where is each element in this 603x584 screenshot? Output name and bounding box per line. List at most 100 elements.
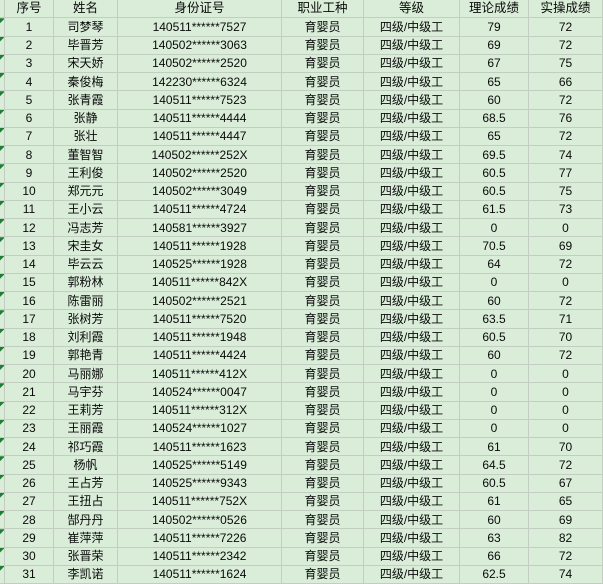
cell-name[interactable]: 王丽霞 xyxy=(54,419,118,438)
cell-theory-score[interactable]: 0 xyxy=(460,419,529,438)
cell-level[interactable]: 四级/中级工 xyxy=(364,18,460,37)
cell-id-number[interactable]: 140511******7523 xyxy=(118,91,282,110)
cell-level[interactable]: 四级/中级工 xyxy=(364,273,460,292)
cell-practical-score[interactable]: 0 xyxy=(529,365,603,384)
cell-occupation[interactable]: 育婴员 xyxy=(282,365,364,384)
cell-theory-score[interactable]: 68.5 xyxy=(460,109,529,128)
cell-level[interactable]: 四级/中级工 xyxy=(364,474,460,493)
cell-theory-score[interactable]: 65 xyxy=(460,127,529,146)
cell-practical-score[interactable]: 65 xyxy=(529,492,603,511)
cell-name[interactable]: 宋天娇 xyxy=(54,54,118,73)
cell-occupation[interactable]: 育婴员 xyxy=(282,36,364,55)
cell-theory-score[interactable]: 61.5 xyxy=(460,200,529,219)
cell-name[interactable]: 秦俊梅 xyxy=(54,73,118,92)
cell-level[interactable]: 四级/中级工 xyxy=(364,456,460,475)
cell-practical-score[interactable]: 67 xyxy=(529,474,603,493)
cell-occupation[interactable]: 育婴员 xyxy=(282,456,364,475)
column-header-id-number[interactable]: 身份证号 xyxy=(118,0,282,19)
cell-name[interactable]: 刘利霞 xyxy=(54,328,118,347)
cell-theory-score[interactable]: 64 xyxy=(460,255,529,274)
cell-id-number[interactable]: 140511******752X xyxy=(118,492,282,511)
cell-practical-score[interactable]: 72 xyxy=(529,547,603,566)
cell-name[interactable]: 郭粉林 xyxy=(54,273,118,292)
cell-practical-score[interactable]: 0 xyxy=(529,383,603,402)
cell-serial[interactable]: 20 xyxy=(5,365,54,384)
cell-id-number[interactable]: 140511******7520 xyxy=(118,310,282,329)
cell-id-number[interactable]: 140502******2520 xyxy=(118,54,282,73)
cell-occupation[interactable]: 育婴员 xyxy=(282,383,364,402)
cell-level[interactable]: 四级/中级工 xyxy=(364,255,460,274)
cell-name[interactable]: 杨帆 xyxy=(54,456,118,475)
cell-theory-score[interactable]: 60.5 xyxy=(460,182,529,201)
cell-name[interactable]: 司梦琴 xyxy=(54,18,118,37)
cell-level[interactable]: 四级/中级工 xyxy=(364,565,460,584)
cell-occupation[interactable]: 育婴员 xyxy=(282,18,364,37)
cell-id-number[interactable]: 140524******0047 xyxy=(118,383,282,402)
cell-occupation[interactable]: 育婴员 xyxy=(282,164,364,183)
cell-level[interactable]: 四级/中级工 xyxy=(364,346,460,365)
cell-id-number[interactable]: 140525******5149 xyxy=(118,456,282,475)
cell-serial[interactable]: 29 xyxy=(5,529,54,548)
cell-serial[interactable]: 19 xyxy=(5,346,54,365)
cell-practical-score[interactable]: 77 xyxy=(529,164,603,183)
cell-occupation[interactable]: 育婴员 xyxy=(282,419,364,438)
cell-name[interactable]: 陈雷丽 xyxy=(54,292,118,311)
cell-level[interactable]: 四级/中级工 xyxy=(364,310,460,329)
cell-theory-score[interactable]: 60 xyxy=(460,91,529,110)
cell-id-number[interactable]: 140511******2342 xyxy=(118,547,282,566)
cell-name[interactable]: 李凯诺 xyxy=(54,565,118,584)
cell-serial[interactable]: 13 xyxy=(5,237,54,256)
cell-theory-score[interactable]: 69 xyxy=(460,36,529,55)
cell-occupation[interactable]: 育婴员 xyxy=(282,127,364,146)
cell-occupation[interactable]: 育婴员 xyxy=(282,474,364,493)
cell-occupation[interactable]: 育婴员 xyxy=(282,200,364,219)
cell-occupation[interactable]: 育婴员 xyxy=(282,273,364,292)
cell-practical-score[interactable]: 69 xyxy=(529,237,603,256)
cell-name[interactable]: 张树芳 xyxy=(54,310,118,329)
cell-theory-score[interactable]: 0 xyxy=(460,273,529,292)
cell-theory-score[interactable]: 61 xyxy=(460,438,529,457)
cell-practical-score[interactable]: 74 xyxy=(529,146,603,165)
cell-level[interactable]: 四级/中级工 xyxy=(364,219,460,238)
cell-name[interactable]: 王占芳 xyxy=(54,474,118,493)
cell-occupation[interactable]: 育婴员 xyxy=(282,219,364,238)
cell-level[interactable]: 四级/中级工 xyxy=(364,383,460,402)
cell-level[interactable]: 四级/中级工 xyxy=(364,237,460,256)
cell-serial[interactable]: 9 xyxy=(5,164,54,183)
cell-practical-score[interactable]: 72 xyxy=(529,255,603,274)
cell-occupation[interactable]: 育婴员 xyxy=(282,54,364,73)
cell-practical-score[interactable]: 66 xyxy=(529,73,603,92)
cell-practical-score[interactable]: 72 xyxy=(529,456,603,475)
cell-serial[interactable]: 31 xyxy=(5,565,54,584)
cell-occupation[interactable]: 育婴员 xyxy=(282,438,364,457)
cell-id-number[interactable]: 140502******252X xyxy=(118,146,282,165)
cell-theory-score[interactable]: 0 xyxy=(460,401,529,420)
cell-id-number[interactable]: 140511******1624 xyxy=(118,565,282,584)
cell-occupation[interactable]: 育婴员 xyxy=(282,91,364,110)
cell-theory-score[interactable]: 64.5 xyxy=(460,456,529,475)
cell-name[interactable]: 张静 xyxy=(54,109,118,128)
cell-name[interactable]: 马宇芬 xyxy=(54,383,118,402)
cell-name[interactable]: 张壮 xyxy=(54,127,118,146)
cell-occupation[interactable]: 育婴员 xyxy=(282,73,364,92)
cell-theory-score[interactable]: 67 xyxy=(460,54,529,73)
cell-occupation[interactable]: 育婴员 xyxy=(282,146,364,165)
cell-serial[interactable]: 7 xyxy=(5,127,54,146)
cell-name[interactable]: 冯志芳 xyxy=(54,219,118,238)
cell-level[interactable]: 四级/中级工 xyxy=(364,511,460,530)
cell-serial[interactable]: 10 xyxy=(5,182,54,201)
cell-name[interactable]: 毕云云 xyxy=(54,255,118,274)
cell-practical-score[interactable]: 0 xyxy=(529,419,603,438)
cell-serial[interactable]: 26 xyxy=(5,474,54,493)
column-header-occupation[interactable]: 职业工种 xyxy=(282,0,364,19)
cell-level[interactable]: 四级/中级工 xyxy=(364,91,460,110)
cell-id-number[interactable]: 140502******2521 xyxy=(118,292,282,311)
cell-name[interactable]: 王扭占 xyxy=(54,492,118,511)
cell-theory-score[interactable]: 0 xyxy=(460,383,529,402)
cell-name[interactable]: 祁巧霞 xyxy=(54,438,118,457)
cell-level[interactable]: 四级/中级工 xyxy=(364,127,460,146)
cell-level[interactable]: 四级/中级工 xyxy=(364,438,460,457)
cell-serial[interactable]: 25 xyxy=(5,456,54,475)
cell-serial[interactable]: 18 xyxy=(5,328,54,347)
cell-occupation[interactable]: 育婴员 xyxy=(282,547,364,566)
